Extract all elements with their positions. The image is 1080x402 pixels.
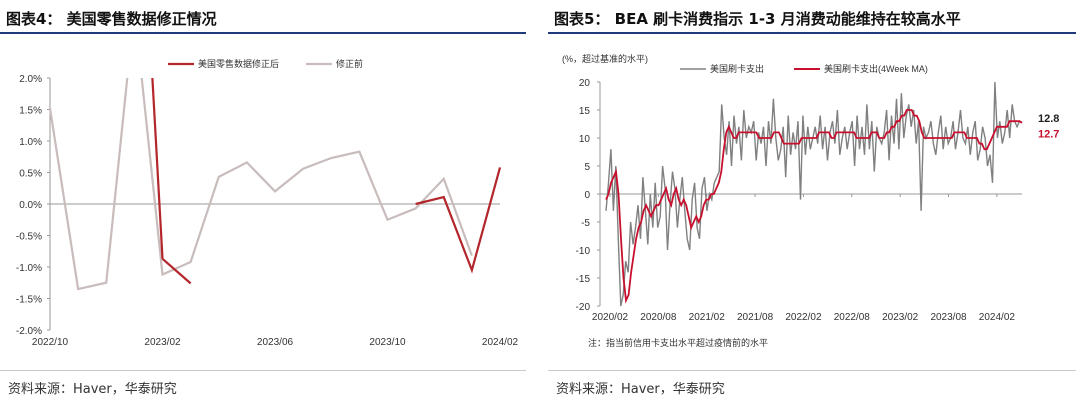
right-title-rule [548,32,1076,34]
left-x-tick-label: 2023/06 [257,337,294,348]
left-y-tick-label: -2.0% [16,326,42,337]
left-x-tick-label: 2023/10 [369,337,406,348]
right-y-tick-label: -10 [576,246,591,257]
right-y-tick-label: 5 [584,162,590,173]
right-x-tick-label: 2023/02 [882,312,919,323]
right-chart-title: 图表5： BEA 刷卡消费指示 1-3 月消费动能维持在较高水平 [554,10,961,28]
right-series-weekly-line [605,81,1023,307]
left-series-revised-line [161,257,192,285]
right-series-ma-line [605,109,1023,304]
left-y-tick-label: -1.5% [16,295,42,306]
left-line-chart: 2.0% 1.5% 1.0% 0.5% 0.0% -0.5% -1.0% -1.5% -2.0%… [16,58,519,348]
left-y-tick-label: 0.5% [19,169,42,180]
right-x-tick-label: 2021/02 [689,312,726,323]
left-y-tick-label: -0.5% [16,232,42,243]
right-y-tick-label: -15 [576,274,591,285]
right-y-tick-label: 20 [579,78,591,89]
right-x-tick-label: 2022/02 [785,312,822,323]
right-chart-panel: 图表5： BEA 刷卡消费指示 1-3 月消费动能维持在较高水平 (%，超过基准… [548,0,1080,402]
right-legend-ma-label: 美国刷卡支出(4Week MA) [824,63,928,74]
left-x-tick-label: 2024/02 [482,337,519,348]
left-y-tick-label: 0.0% [19,200,42,211]
left-chart-panel: 图表4： 美国零售数据修正情况 2.0% 1.5% 1.0% 0.5% 0.0% -0.5… [0,0,530,402]
right-y-tick-label: 10 [579,134,591,145]
left-y-tick-label: 2.0% [19,74,42,85]
left-series-prior-line [48,78,473,291]
left-chart-title: 图表4： 美国零售数据修正情况 [6,10,217,28]
right-footer-rule [548,370,1076,371]
left-y-tick-label: 1.5% [19,106,42,117]
left-title-rule [0,32,526,34]
right-x-tick-label: 2020/08 [640,312,677,323]
right-chart-note: 注：指当前信用卡支出水平超过疫情前的水平 [588,339,769,349]
left-legend-prior-label: 修正前 [336,58,363,69]
left-x-tick-label: 2023/02 [144,337,181,348]
right-legend-weekly-label: 美国刷卡支出 [710,63,764,74]
left-source-text: 资料来源：Haver，华泰研究 [8,382,177,397]
right-x-tick-label: 2021/08 [737,312,774,323]
right-x-tick-label: 2024/02 [979,312,1016,323]
right-y-axis-label: (%，超过基准的水平) [562,53,648,64]
right-end-label-ma: 12.7 [1038,129,1059,141]
right-source-text: 资料来源：Haver，华泰研究 [556,382,725,397]
right-y-tick-label: 15 [579,106,591,117]
right-x-tick-label: 2023/08 [930,312,967,323]
right-y-tick-label: -20 [576,302,591,313]
left-y-tick-label: -1.0% [16,263,42,274]
right-x-tick-label: 2020/02 [592,312,629,323]
right-x-tick-label: 2022/08 [834,312,871,323]
left-legend-revised-label: 美国零售数据修正后 [198,58,279,69]
left-x-tick-label: 2022/10 [32,337,69,348]
right-y-tick-label: 0 [584,190,590,201]
left-series-revised-line [415,167,502,274]
left-footer-rule [0,370,526,371]
left-y-tick-label: 1.0% [19,137,42,148]
left-series-revised-leadin [151,78,164,259]
right-y-tick-label: -5 [581,218,590,229]
right-end-label-weekly: 12.8 [1038,113,1059,125]
